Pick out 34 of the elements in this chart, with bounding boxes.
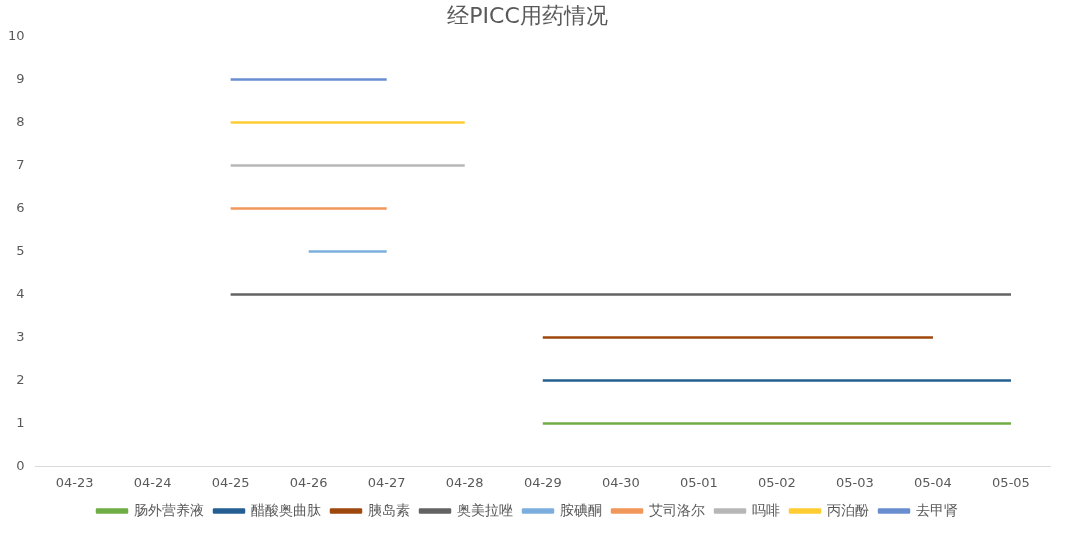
x-tick-label: 04-28 xyxy=(445,474,484,490)
x-tick-label: 04-27 xyxy=(367,474,406,490)
x-tick-label: 04-26 xyxy=(289,474,328,490)
x-tick-label: 05-05 xyxy=(992,474,1030,490)
y-tick-label: 1 xyxy=(16,414,25,430)
y-tick-label: 5 xyxy=(16,242,25,258)
x-tick-label: 04-29 xyxy=(523,474,562,490)
x-tick-label: 05-01 xyxy=(679,474,718,490)
x-tick-label: 04-25 xyxy=(211,474,250,490)
legend-label: 丙泊酚 xyxy=(827,501,869,518)
legend-label: 醋酸奥曲肽 xyxy=(251,501,321,518)
legend-label: 奥美拉唑 xyxy=(457,501,513,518)
x-tick-label: 04-30 xyxy=(601,474,640,490)
legend-label: 肠外营养液 xyxy=(134,501,204,518)
legend-label: 艾司洛尔 xyxy=(649,501,705,518)
legend-label: 胺碘酮 xyxy=(560,501,602,518)
x-tick-label: 04-23 xyxy=(55,474,94,490)
x-tick-label: 04-24 xyxy=(133,474,172,490)
y-tick-label: 10 xyxy=(8,27,25,43)
y-tick-label: 0 xyxy=(16,457,25,473)
y-tick-label: 9 xyxy=(16,70,25,86)
y-tick-label: 7 xyxy=(16,156,25,172)
legend-label: 去甲肾 xyxy=(916,501,958,518)
x-tick-label: 05-03 xyxy=(836,474,874,490)
x-tick-label: 05-02 xyxy=(757,474,796,490)
legend-label: 吗啡 xyxy=(752,501,780,518)
y-tick-label: 4 xyxy=(16,285,25,301)
legend-label: 胰岛素 xyxy=(368,501,410,518)
y-tick-label: 8 xyxy=(16,113,25,129)
y-tick-label: 3 xyxy=(16,328,25,344)
x-tick-label: 05-04 xyxy=(914,474,952,490)
y-tick-label: 2 xyxy=(16,371,25,387)
chart-title: 经PICC用药情况 xyxy=(447,2,608,28)
y-tick-label: 6 xyxy=(16,199,25,215)
